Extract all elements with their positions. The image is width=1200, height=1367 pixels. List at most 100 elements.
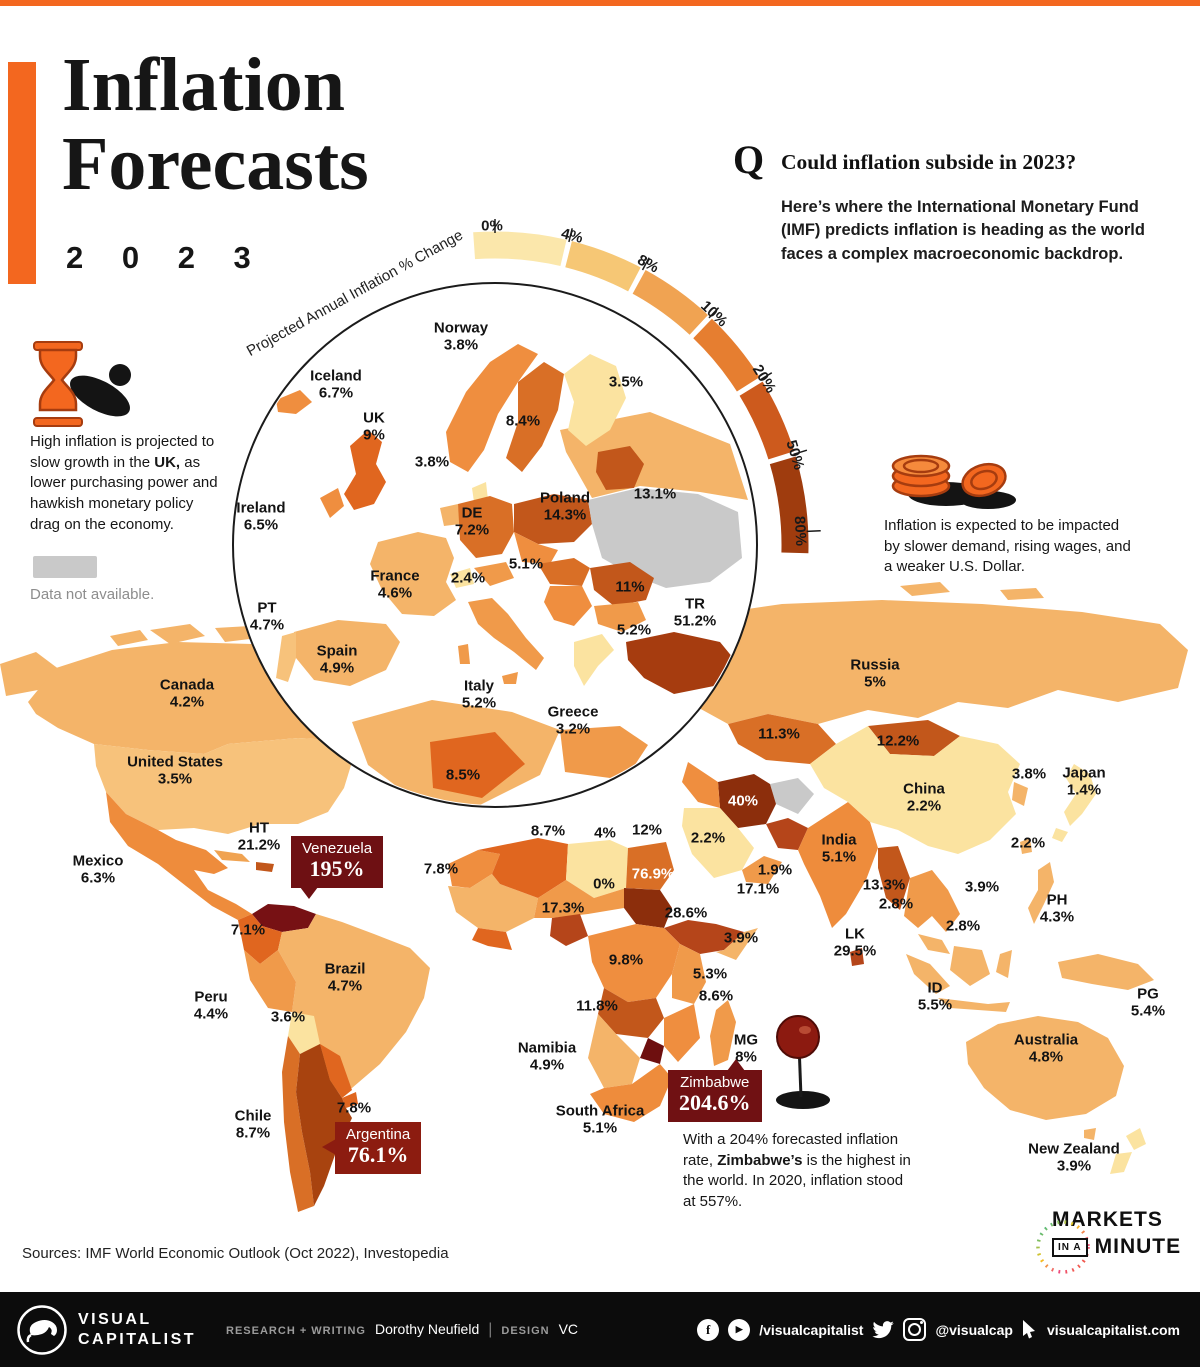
usd-note: Inflation is expected to be impacted by … (884, 517, 1131, 576)
inflation-value: 5.3% (692, 965, 728, 983)
instagram-icon[interactable] (903, 1318, 927, 1341)
map-label-mexico: Mexico 6.3% (73, 853, 124, 888)
inflation-value: 76.9% (631, 865, 675, 883)
region-russia-island (900, 582, 950, 596)
venezuela-callout: Venezuela 195% (291, 836, 384, 899)
region-argentina (296, 1044, 352, 1206)
map-label-value-57: 0% (593, 875, 615, 892)
inflation-value: 8.7% (235, 1125, 271, 1142)
inflation-value: 51.2% (673, 613, 717, 630)
region-iraq-syria (682, 762, 720, 808)
region-sahel-band (534, 880, 626, 918)
inflation-value: 2.8% (945, 917, 981, 935)
map-label-value-56: 7.8% (424, 860, 458, 877)
website-link[interactable]: visualcapitalist.com (1046, 1321, 1180, 1338)
inflation-value: 8.5% (445, 766, 481, 784)
region-zimbabwe (640, 1038, 664, 1064)
region-mozambique (664, 1004, 700, 1062)
region-malaysia (918, 934, 950, 954)
inflation-value: 3.2% (555, 721, 591, 738)
map-label-value-54: 4% (594, 824, 616, 841)
uk-note-bold: UK, (154, 453, 181, 471)
inflation-value: 3.8% (443, 337, 479, 354)
map-label-value-38: 2.2% (691, 829, 725, 846)
inflation-value: 4.7% (327, 978, 363, 995)
map-label-new-zealand: New Zealand 3.9% (1028, 1141, 1120, 1176)
region-bolivia (288, 1012, 320, 1054)
region-sweden (506, 362, 564, 472)
country-name: Russia (850, 656, 900, 674)
title-line-2: Forecasts (62, 122, 369, 207)
facebook-icon[interactable]: f (697, 1318, 720, 1341)
map-label-chile: Chile 8.7% (235, 1108, 272, 1143)
region-italy (468, 598, 544, 670)
title-accent-bar (8, 62, 36, 284)
map-label-poland: Poland 14.3% (540, 490, 590, 525)
region-kenya-tanzania (672, 944, 706, 1004)
brand-name: VISUAL CAPITALIST (78, 1310, 196, 1350)
inflation-value: 17.3% (541, 899, 585, 917)
map-label-value-13: 11% (615, 578, 644, 595)
map-label-norway: Norway 3.8% (434, 320, 488, 355)
region-china (810, 726, 1020, 854)
inflation-value: 14.3% (543, 507, 587, 524)
inflation-value: 4.8% (1028, 1049, 1064, 1066)
title-line-1: Inflation (62, 43, 345, 127)
region-hungary (538, 558, 590, 586)
callout-country-name: Argentina (346, 1126, 411, 1143)
map-label-iceland: Iceland 6.7% (310, 368, 362, 403)
inflation-value: 5.1% (508, 555, 544, 573)
country-name: Australia (1013, 1031, 1079, 1049)
map-label-india: India 5.1% (821, 832, 856, 867)
region-denmark (472, 482, 488, 502)
map-label-uk: UK 9% (363, 410, 385, 445)
social-handle-instagram[interactable]: @visualcap (935, 1321, 1013, 1338)
map-label-ht: HT 21.2% (238, 820, 281, 855)
inflation-value: 7.1% (230, 921, 266, 939)
inflation-value: 5% (864, 674, 886, 691)
country-name: Iceland (310, 367, 362, 385)
mim-minute: MINUTE (1094, 1235, 1182, 1258)
inflation-value: 12% (631, 821, 663, 839)
map-label-value-65: 11.8% (576, 997, 618, 1014)
region-namibia-botswana (588, 1014, 640, 1088)
map-label-canada: Canada 4.2% (160, 677, 214, 712)
twitter-icon[interactable] (872, 1320, 895, 1339)
map-label-value-32: 11.3% (758, 725, 800, 742)
visual-capitalist-elephant-logo (17, 1304, 67, 1355)
question-heading: Could inflation subside in 2023? (781, 150, 1077, 174)
inflation-value: 12.2% (876, 732, 920, 750)
map-label-value-33: 12.2% (877, 732, 920, 749)
map-label-china: China 2.2% (903, 781, 945, 816)
inflation-value: 5.5% (917, 997, 953, 1014)
map-label-russia: Russia 5% (850, 657, 899, 692)
inflation-value: 3.5% (608, 373, 644, 391)
inflation-value: 3.6% (270, 1008, 306, 1026)
youtube-icon[interactable]: ▶ (728, 1318, 751, 1341)
region-iceland (276, 390, 312, 414)
country-name: PH (1046, 891, 1068, 909)
region-libya (566, 840, 628, 898)
map-label-value-3: 3.8% (415, 453, 449, 470)
inflation-value: 11.3% (758, 725, 800, 743)
cursor-icon (1022, 1319, 1035, 1338)
region-turkey (626, 632, 738, 694)
region-japan-island (1052, 828, 1068, 842)
region-switzerland (450, 568, 474, 588)
country-name: LK (844, 925, 865, 943)
social-handle-facebook[interactable]: /visualcapitalist (759, 1321, 864, 1338)
country-name: ID (927, 979, 943, 997)
no-data-swatch (33, 556, 97, 578)
region-india (798, 802, 878, 928)
inflation-value: 4.4% (193, 1006, 229, 1023)
map-label-japan: Japan 1.4% (1062, 765, 1105, 800)
region-czech-slovakia (514, 532, 558, 564)
map-label-value-25: 7.1% (231, 921, 265, 938)
country-name: PG (1137, 985, 1159, 1003)
region-chile (282, 1036, 314, 1212)
uk-note: High inflation is projected to slow grow… (30, 432, 224, 535)
region-japan (1064, 764, 1096, 826)
region-sicily (502, 672, 518, 684)
